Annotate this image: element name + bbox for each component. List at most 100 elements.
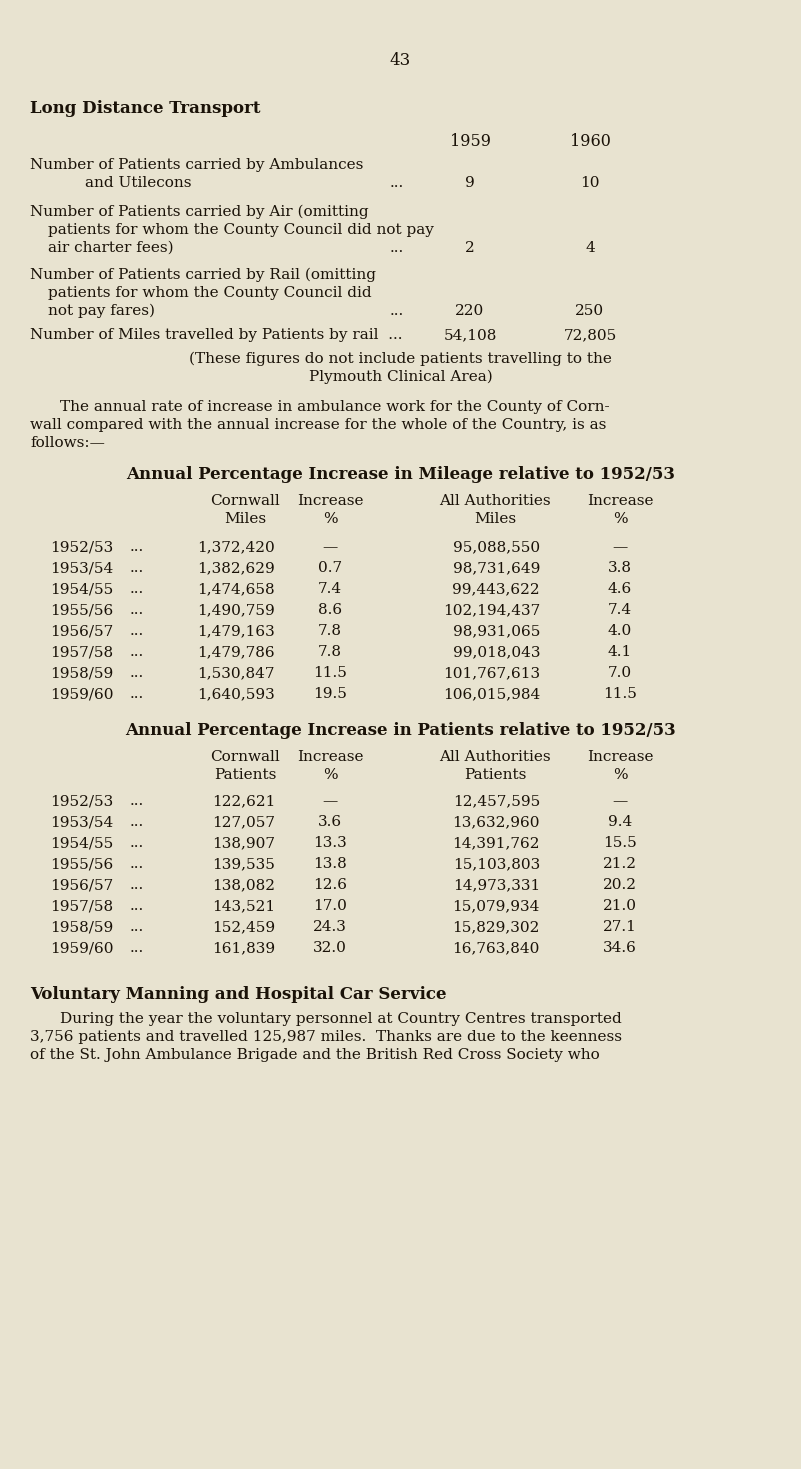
Text: follows:—: follows:— xyxy=(30,436,105,450)
Text: 15.5: 15.5 xyxy=(603,836,637,851)
Text: 1958/59: 1958/59 xyxy=(50,665,113,680)
Text: ...: ... xyxy=(130,624,144,638)
Text: Increase: Increase xyxy=(296,751,363,764)
Text: 220: 220 xyxy=(456,304,485,317)
Text: Voluntary Manning and Hospital Car Service: Voluntary Manning and Hospital Car Servi… xyxy=(30,986,446,1003)
Text: 12.6: 12.6 xyxy=(313,878,347,892)
Text: 1,479,163: 1,479,163 xyxy=(197,624,275,638)
Text: All Authorities: All Authorities xyxy=(439,751,551,764)
Text: 24.3: 24.3 xyxy=(313,920,347,934)
Text: Number of Patients carried by Air (omitting: Number of Patients carried by Air (omitt… xyxy=(30,206,368,219)
Text: patients for whom the County Council did: patients for whom the County Council did xyxy=(48,286,372,300)
Text: ...: ... xyxy=(130,836,144,851)
Text: 106,015,984: 106,015,984 xyxy=(443,687,540,701)
Text: 4.1: 4.1 xyxy=(608,645,632,660)
Text: 1,479,786: 1,479,786 xyxy=(197,645,275,660)
Text: ...: ... xyxy=(130,856,144,871)
Text: ...: ... xyxy=(390,241,405,256)
Text: 161,839: 161,839 xyxy=(212,942,275,955)
Text: Patients: Patients xyxy=(464,768,526,782)
Text: —: — xyxy=(613,795,628,808)
Text: 20.2: 20.2 xyxy=(603,878,637,892)
Text: %: % xyxy=(613,513,627,526)
Text: ...: ... xyxy=(130,687,144,701)
Text: 99,443,622: 99,443,622 xyxy=(453,582,540,596)
Text: 1952/53: 1952/53 xyxy=(50,541,113,554)
Text: 1,490,759: 1,490,759 xyxy=(197,602,275,617)
Text: 127,057: 127,057 xyxy=(212,815,275,829)
Text: —: — xyxy=(322,795,338,808)
Text: 1955/56: 1955/56 xyxy=(50,856,113,871)
Text: 15,829,302: 15,829,302 xyxy=(453,920,540,934)
Text: ...: ... xyxy=(130,878,144,892)
Text: 1957/58: 1957/58 xyxy=(50,645,113,660)
Text: 17.0: 17.0 xyxy=(313,899,347,914)
Text: 1,474,658: 1,474,658 xyxy=(197,582,275,596)
Text: Annual Percentage Increase in Mileage relative to 1952/53: Annual Percentage Increase in Mileage re… xyxy=(126,466,675,483)
Text: 14,391,762: 14,391,762 xyxy=(453,836,540,851)
Text: 250: 250 xyxy=(575,304,605,317)
Text: ...: ... xyxy=(130,582,144,596)
Text: Increase: Increase xyxy=(296,494,363,508)
Text: 11.5: 11.5 xyxy=(313,665,347,680)
Text: 1959/60: 1959/60 xyxy=(50,687,114,701)
Text: ...: ... xyxy=(130,665,144,680)
Text: 11.5: 11.5 xyxy=(603,687,637,701)
Text: 2: 2 xyxy=(465,241,475,256)
Text: (These figures do not include patients travelling to the: (These figures do not include patients t… xyxy=(189,353,612,366)
Text: 43: 43 xyxy=(390,51,411,69)
Text: 95,088,550: 95,088,550 xyxy=(453,541,540,554)
Text: 12,457,595: 12,457,595 xyxy=(453,795,540,808)
Text: 9.4: 9.4 xyxy=(608,815,632,829)
Text: Number of Patients carried by Rail (omitting: Number of Patients carried by Rail (omit… xyxy=(30,267,376,282)
Text: 3.8: 3.8 xyxy=(608,561,632,574)
Text: ...: ... xyxy=(130,899,144,914)
Text: 15,103,803: 15,103,803 xyxy=(453,856,540,871)
Text: 1957/58: 1957/58 xyxy=(50,899,113,914)
Text: 1956/57: 1956/57 xyxy=(50,624,113,638)
Text: ...: ... xyxy=(130,561,144,574)
Text: Cornwall: Cornwall xyxy=(210,494,280,508)
Text: 7.8: 7.8 xyxy=(318,624,342,638)
Text: All Authorities: All Authorities xyxy=(439,494,551,508)
Text: 10: 10 xyxy=(580,176,600,190)
Text: Number of Miles travelled by Patients by rail  ...: Number of Miles travelled by Patients by… xyxy=(30,328,402,342)
Text: Annual Percentage Increase in Patients relative to 1952/53: Annual Percentage Increase in Patients r… xyxy=(125,721,676,739)
Text: ...: ... xyxy=(130,942,144,955)
Text: 152,459: 152,459 xyxy=(212,920,275,934)
Text: 15,079,934: 15,079,934 xyxy=(453,899,540,914)
Text: 34.6: 34.6 xyxy=(603,942,637,955)
Text: The annual rate of increase in ambulance work for the County of Corn-: The annual rate of increase in ambulance… xyxy=(60,400,610,414)
Text: 27.1: 27.1 xyxy=(603,920,637,934)
Text: 9: 9 xyxy=(465,176,475,190)
Text: Increase: Increase xyxy=(587,751,654,764)
Text: ...: ... xyxy=(130,920,144,934)
Text: 1955/56: 1955/56 xyxy=(50,602,113,617)
Text: 3.6: 3.6 xyxy=(318,815,342,829)
Text: %: % xyxy=(323,513,337,526)
Text: 122,621: 122,621 xyxy=(211,795,275,808)
Text: Long Distance Transport: Long Distance Transport xyxy=(30,100,260,118)
Text: ...: ... xyxy=(390,304,405,317)
Text: 98,731,649: 98,731,649 xyxy=(453,561,540,574)
Text: wall compared with the annual increase for the whole of the Country, is as: wall compared with the annual increase f… xyxy=(30,419,606,432)
Text: 143,521: 143,521 xyxy=(212,899,275,914)
Text: 101,767,613: 101,767,613 xyxy=(443,665,540,680)
Text: 98,931,065: 98,931,065 xyxy=(453,624,540,638)
Text: 54,108: 54,108 xyxy=(443,328,497,342)
Text: —: — xyxy=(322,541,338,554)
Text: ...: ... xyxy=(130,541,144,554)
Text: 7.8: 7.8 xyxy=(318,645,342,660)
Text: 138,907: 138,907 xyxy=(212,836,275,851)
Text: 1,372,420: 1,372,420 xyxy=(197,541,275,554)
Text: 1958/59: 1958/59 xyxy=(50,920,113,934)
Text: ...: ... xyxy=(130,645,144,660)
Text: 3,756 patients and travelled 125,987 miles.  Thanks are due to the keenness: 3,756 patients and travelled 125,987 mil… xyxy=(30,1030,622,1044)
Text: ...: ... xyxy=(130,795,144,808)
Text: 7.4: 7.4 xyxy=(318,582,342,596)
Text: ...: ... xyxy=(130,815,144,829)
Text: 1954/55: 1954/55 xyxy=(50,582,113,596)
Text: 16,763,840: 16,763,840 xyxy=(453,942,540,955)
Text: 21.0: 21.0 xyxy=(603,899,637,914)
Text: 1954/55: 1954/55 xyxy=(50,836,113,851)
